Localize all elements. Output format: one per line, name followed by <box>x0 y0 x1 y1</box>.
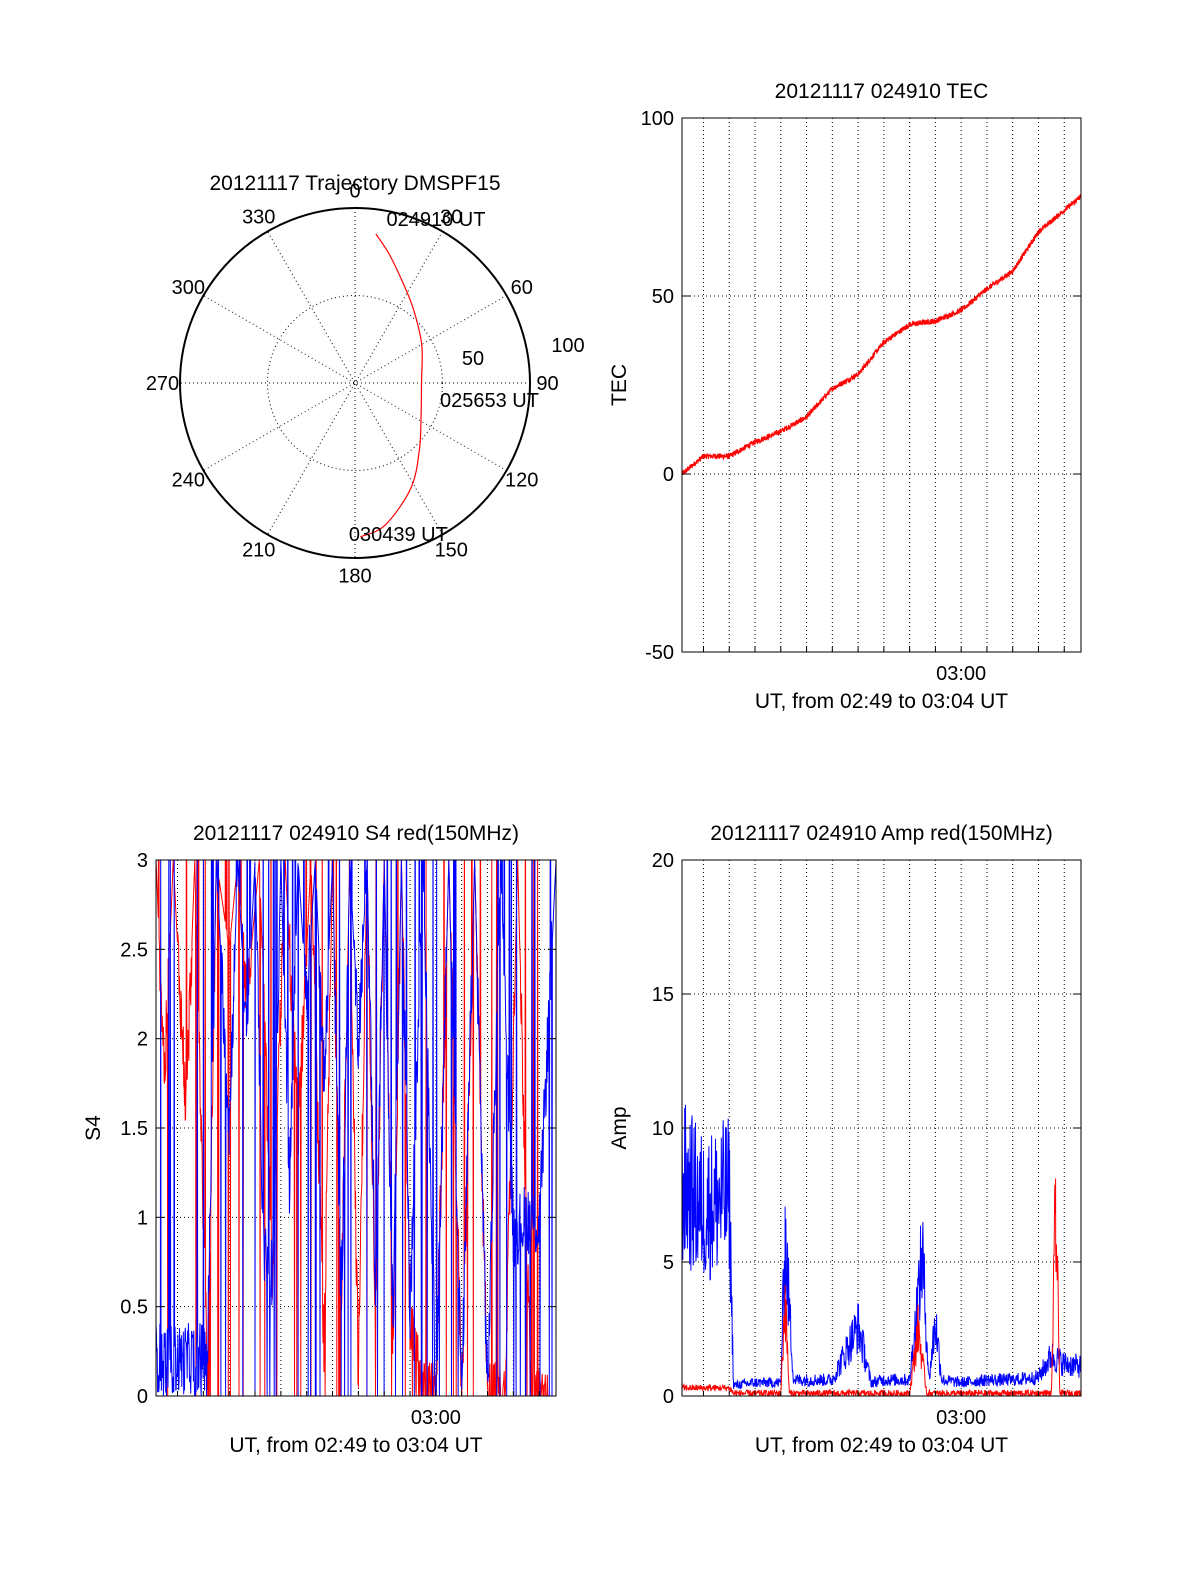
y-tick-label: 0.5 <box>120 1297 148 1319</box>
angle-label: 300 <box>172 277 205 299</box>
trajectory-line <box>360 233 423 538</box>
angle-label: 210 <box>242 540 275 562</box>
y-tick-label: 0 <box>663 464 674 486</box>
tec-chart: 20121117 024910 TEC -50 0 50 100 03:00 UT, fro… <box>608 80 1082 713</box>
x-axis: 03:00 <box>702 1391 1065 1429</box>
y-tick-label: 50 <box>652 286 674 308</box>
series-line-blue <box>682 1104 1081 1390</box>
chart-title: 20121117 024910 Amp red(150MHz) <box>710 822 1052 845</box>
y-tick-label: 20 <box>652 850 674 872</box>
radial-label: 100 <box>551 335 584 357</box>
angle-labels: 0 30 60 90 120 150 180 210 240 270 300 330 <box>146 181 559 588</box>
y-axis-label: TEC <box>608 364 631 406</box>
angle-label: 330 <box>242 206 275 228</box>
x-tick-label: 03:00 <box>936 1407 986 1429</box>
plot-frame <box>681 117 1082 653</box>
x-axis-label: UT, from 02:49 to 03:04 UT <box>755 1434 1008 1457</box>
y-axis: -50 0 50 100 <box>641 108 1081 664</box>
angle-label: 60 <box>511 277 533 299</box>
angle-label: 180 <box>338 566 371 588</box>
series-group <box>156 860 556 1396</box>
plot-frame <box>681 859 1082 1397</box>
y-axis-label: Amp <box>608 1106 631 1149</box>
series-group <box>682 1104 1081 1396</box>
y-tick-label: 2.5 <box>120 939 148 961</box>
grid <box>682 118 1081 652</box>
polar-outer-circle <box>179 207 531 559</box>
y-tick-label: 1 <box>137 1207 148 1229</box>
chart-title: 20121117 024910 S4 red(150MHz) <box>193 822 519 845</box>
series-line-blue <box>156 860 556 1396</box>
grid <box>682 860 1081 1396</box>
y-tick-label: 3 <box>137 850 148 872</box>
angle-label: 270 <box>146 373 179 395</box>
y-tick-label: 15 <box>652 984 674 1006</box>
s4-chart: 20121117 024910 S4 red(150MHz) 0 0.5 1 1.5 2 2… <box>82 822 557 1457</box>
chart-title: 20121117 024910 TEC <box>775 80 989 103</box>
series-line-red <box>682 1178 1081 1396</box>
time-annotation: 025653 UT <box>440 390 539 412</box>
x-tick-label: 03:00 <box>411 1407 461 1429</box>
angle-label: 0 <box>349 181 360 203</box>
y-tick-label: 5 <box>663 1252 674 1274</box>
y-tick-label: 100 <box>641 108 674 130</box>
amp-chart: 20121117 024910 Amp red(150MHz)051015200… <box>608 822 1082 1457</box>
y-tick-label: 1.5 <box>120 1118 148 1140</box>
y-axis: 0 0.5 1 1.5 2 2.5 3 <box>120 850 556 1408</box>
angle-label: 90 <box>536 373 558 395</box>
angle-label: 120 <box>505 469 538 491</box>
angle-label: 150 <box>435 540 468 562</box>
time-annotation: 030439 UT <box>349 524 448 546</box>
x-axis: 03:00 <box>702 647 1065 685</box>
x-axis-label: UT, from 02:49 to 03:04 UT <box>755 690 1008 713</box>
y-tick-label: 2 <box>137 1029 148 1051</box>
y-tick-label: 0 <box>137 1386 148 1408</box>
angle-label: 240 <box>172 469 205 491</box>
x-axis: 03:00 <box>177 1391 540 1429</box>
y-tick-label: 0 <box>663 1386 674 1408</box>
grid-ring <box>267 295 443 471</box>
y-tick-label: -50 <box>645 642 674 664</box>
time-annotation: 024910 UT <box>386 209 485 231</box>
x-tick-label: 03:00 <box>936 663 986 685</box>
x-axis-label: UT, from 02:49 to 03:04 UT <box>229 1434 482 1457</box>
y-tick-label: 10 <box>652 1118 674 1140</box>
series-line-red <box>682 194 1081 475</box>
polar-grid <box>180 208 530 558</box>
y-axis: 0 5 10 15 20 <box>652 850 1081 1408</box>
y-axis-label: S4 <box>82 1115 105 1141</box>
radial-label: 50 <box>462 348 484 370</box>
series-group <box>682 194 1081 475</box>
chart-title: 20121117 Trajectory DMSPF15 <box>209 172 500 195</box>
angle-label: 30 <box>440 206 462 228</box>
